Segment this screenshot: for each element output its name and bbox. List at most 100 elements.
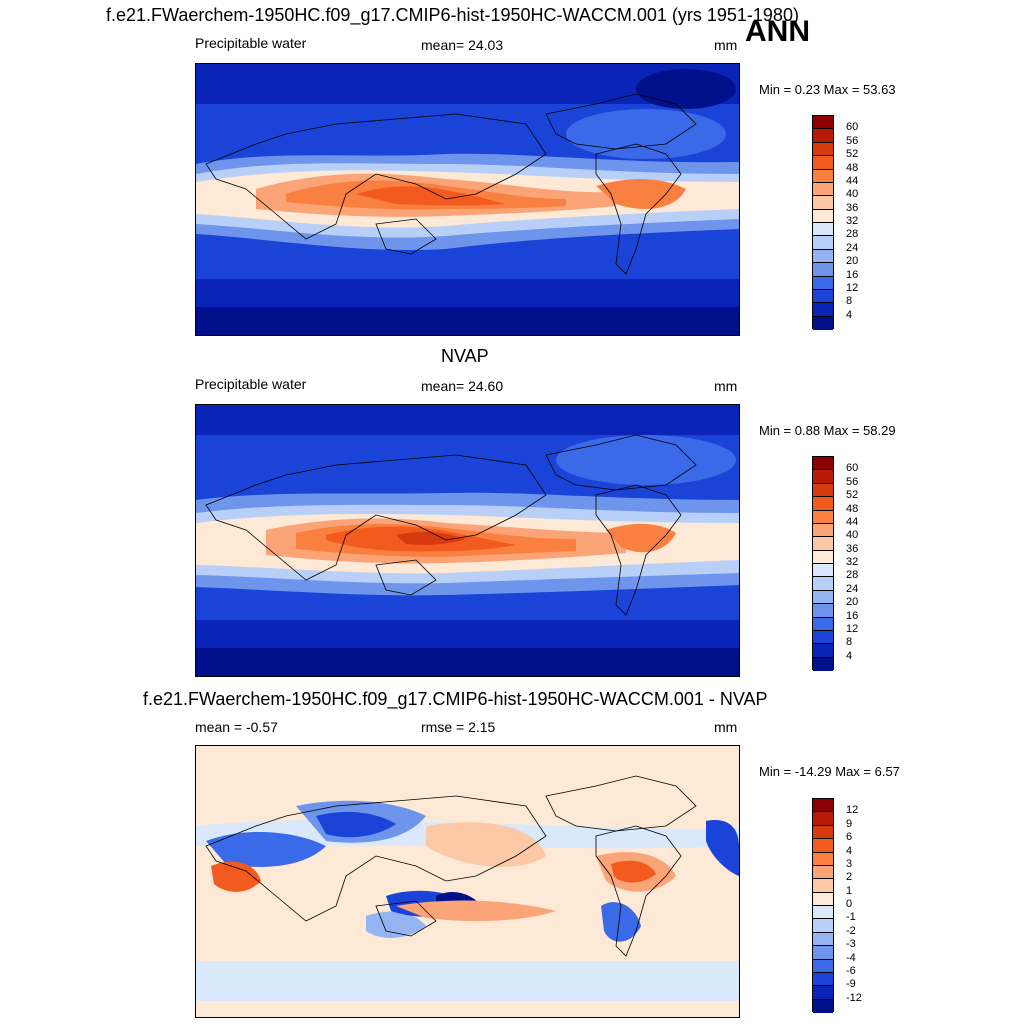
panel2-mean-label: mean= 24.60 [421,378,504,394]
panel1-mean-label: mean= 24.03 [421,37,504,53]
panel3-map [195,745,740,1018]
panel1-minmax: Min = 0.23 Max = 53.63 [759,82,896,97]
colorbar-swatch [813,236,833,250]
panel1-units-label: mm [714,37,738,53]
colorbar-swatch [813,182,833,197]
colorbar-swatch [813,577,833,591]
panel2-title: NVAP [441,346,489,366]
colorbar-tick-label: 60 [846,462,859,475]
colorbar-swatch [813,906,833,920]
colorbar-tick-label: 2 [846,871,853,884]
panel3-map-field [196,746,739,1017]
colorbar-swatch [813,999,833,1013]
colorbar-swatch [813,604,833,618]
colorbar-tick-label: 4 [846,649,853,662]
colorbar-swatch [813,972,833,987]
colorbar-tick-label: 9 [846,817,853,830]
colorbar-swatch [813,657,833,671]
colorbar-tick-label: -12 [846,991,862,1004]
colorbar-tick-label: 16 [846,609,859,622]
colorbar-tick-label: 3 [846,857,853,870]
colorbar-swatch [813,617,833,631]
colorbar-tick-label: 12 [846,281,859,294]
panel2-minmax: Min = 0.88 Max = 58.29 [759,423,896,438]
colorbar-tick-label: 12 [846,804,859,817]
colorbar-tick-label: -2 [846,924,856,937]
colorbar-tick-label: 20 [846,255,859,268]
colorbar-tick-label: 52 [846,489,859,502]
panel3-colorbar [812,798,834,1013]
colorbar-tick-label: 28 [846,569,859,582]
colorbar-swatch [813,523,833,538]
colorbar-swatch [813,865,833,880]
colorbar-tick-label: 8 [846,295,853,308]
colorbar-swatch [813,590,833,605]
main-title: f.e21.FWaerchem-1950HC.f09_g17.CMIP6-his… [106,5,799,25]
colorbar-swatch [813,537,833,551]
colorbar-tick-label: 56 [846,475,859,488]
colorbar-tick-label: 32 [846,556,859,568]
colorbar-swatch [813,852,833,866]
colorbar-tick-label: 36 [846,201,859,214]
colorbar-swatch [813,986,833,1000]
colorbar-tick-label: 44 [846,515,859,528]
colorbar-tick-label: 0 [846,898,853,910]
colorbar-tick-label: 48 [846,502,859,515]
colorbar-tick-label: 40 [846,529,859,542]
colorbar-swatch [813,497,833,511]
colorbar-swatch [813,550,833,564]
panel1-map [195,63,740,336]
colorbar-tick-label: 24 [846,241,859,254]
colorbar-swatch [813,839,833,853]
panel3-title: f.e21.FWaerchem-1950HC.f09_g17.CMIP6-his… [143,689,768,709]
colorbar-swatch [813,644,833,658]
colorbar-tick-label: 24 [846,582,859,595]
colorbar-tick-label: 1 [846,884,853,897]
panel2-units-label: mm [714,378,738,394]
colorbar-swatch [813,303,833,317]
panel1-variable-label: Precipitable water [195,35,307,51]
colorbar-tick-label: 44 [846,174,859,187]
colorbar-swatch [813,825,833,840]
colorbar-swatch [813,510,833,524]
colorbar-tick-label: 6 [846,831,853,844]
colorbar-swatch [813,249,833,264]
colorbar-swatch [813,879,833,893]
colorbar-tick-label: 28 [846,228,859,241]
colorbar-tick-label: 52 [846,148,859,161]
panel1-map-field [196,64,739,335]
colorbar-tick-label: 40 [846,188,859,201]
colorbar-swatch [813,630,833,645]
colorbar-swatch [813,129,833,143]
colorbar-tick-label: 36 [846,542,859,555]
colorbar-swatch [813,483,833,498]
season-label: ANN [745,15,810,48]
colorbar-swatch [813,276,833,290]
colorbar-tick-label: 12 [846,622,859,635]
colorbar-tick-label: -3 [846,938,856,951]
colorbar-swatch [813,457,833,471]
panel2-variable-label: Precipitable water [195,376,307,392]
colorbar-swatch [813,946,833,960]
colorbar-swatch [813,289,833,304]
colorbar-tick-label: -9 [846,978,856,991]
colorbar-tick-label: 48 [846,161,859,174]
colorbar-swatch [813,919,833,933]
colorbar-tick-label: -4 [846,951,856,964]
colorbar-swatch [813,116,833,130]
colorbar-swatch [813,470,833,484]
colorbar-swatch [813,932,833,947]
colorbar-tick-label: 20 [846,596,859,609]
colorbar-tick-label: 4 [846,308,853,321]
colorbar-swatch [813,156,833,170]
colorbar-tick-label: 60 [846,121,859,134]
panel3-rmse-label: rmse = 2.15 [421,719,496,735]
colorbar-tick-label: 16 [846,268,859,281]
colorbar-tick-label: 56 [846,134,859,147]
colorbar-swatch [813,799,833,813]
colorbar-swatch [813,209,833,223]
colorbar-swatch [813,564,833,578]
colorbar-tick-label: -6 [846,964,856,977]
panel2-colorbar [812,456,834,671]
panel2-map-field [196,405,739,676]
